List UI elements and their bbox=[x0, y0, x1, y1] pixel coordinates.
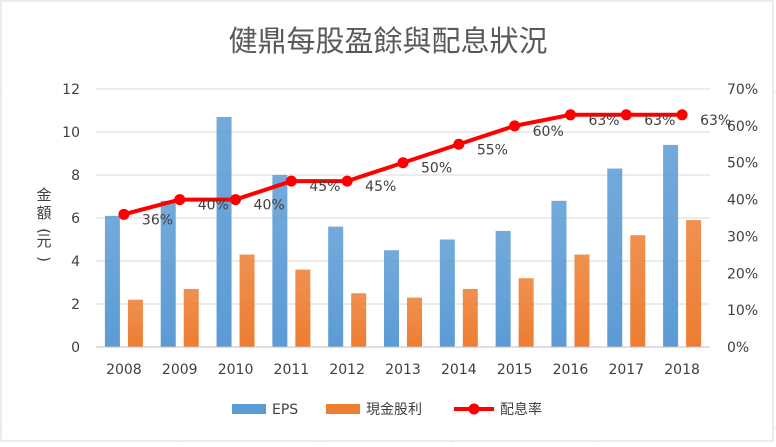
eps-bar bbox=[160, 200, 176, 347]
eps-bar bbox=[272, 175, 288, 347]
legend-label: EPS bbox=[272, 402, 298, 418]
y-right-tick-label: 30% bbox=[727, 229, 758, 245]
payout-ratio-point bbox=[285, 175, 297, 187]
payout-ratio-label: 63% bbox=[700, 113, 731, 129]
y-axis-title-char: 元 bbox=[36, 232, 51, 250]
x-tick-label: 2008 bbox=[106, 362, 142, 378]
dividend-bar bbox=[183, 288, 199, 347]
x-tick-label: 2011 bbox=[274, 362, 310, 378]
payout-ratio-label: 55% bbox=[477, 142, 508, 158]
eps-bar bbox=[495, 230, 511, 347]
legend-swatch-eps bbox=[232, 404, 266, 414]
payout-ratio-point bbox=[620, 109, 632, 121]
payout-ratio-label: 40% bbox=[198, 198, 229, 214]
payout-ratio-label: 50% bbox=[421, 161, 452, 177]
dividend-bar bbox=[127, 299, 143, 347]
payout-ratio-point bbox=[453, 138, 465, 150]
line-series: 36% 40% 40% 45% 45% 50% 55% 60% 63% 63% 63% bbox=[118, 109, 731, 228]
y-axis-title-char: 金 bbox=[36, 186, 51, 204]
legend-swatch-payout-marker bbox=[468, 403, 480, 415]
x-tick-label: 2014 bbox=[441, 362, 477, 378]
payout-ratio-point bbox=[230, 194, 242, 206]
y-axis-title-char: ) bbox=[35, 256, 53, 262]
dividend-bar bbox=[462, 288, 478, 347]
payout-ratio-point bbox=[341, 175, 353, 187]
y-right-tick-label: 0% bbox=[727, 340, 749, 356]
x-tick-label: 2010 bbox=[218, 362, 254, 378]
dividend-bar bbox=[630, 235, 646, 347]
dividend-bar bbox=[574, 254, 590, 347]
eps-bar bbox=[104, 215, 120, 347]
payout-ratio-point bbox=[676, 109, 688, 121]
eps-bar bbox=[328, 226, 344, 347]
eps-bar bbox=[216, 116, 232, 347]
payout-ratio-label: 60% bbox=[533, 124, 564, 140]
payout-ratio-point bbox=[174, 194, 186, 206]
payout-ratio-label: 36% bbox=[142, 212, 173, 228]
y-left-tick-label: 10 bbox=[62, 125, 80, 141]
eps-bar bbox=[439, 239, 455, 347]
legend-swatch-dividend bbox=[326, 404, 360, 414]
dividend-bar bbox=[407, 297, 422, 347]
y-right-tick-label: 20% bbox=[727, 266, 758, 282]
y-right-tick-label: 60% bbox=[727, 119, 758, 135]
eps-bar bbox=[663, 144, 679, 347]
x-tick-label: 2009 bbox=[162, 362, 198, 378]
y-axis-title: 金額 (元) bbox=[35, 186, 53, 262]
x-tick-label: 2016 bbox=[553, 362, 589, 378]
legend: EPS 現金股利 配息率 bbox=[232, 401, 542, 418]
payout-ratio-label: 63% bbox=[588, 113, 619, 129]
payout-ratio-point bbox=[118, 208, 130, 220]
payout-ratio-label: 45% bbox=[309, 179, 340, 195]
legend-label: 現金股利 bbox=[366, 402, 422, 418]
y-left-tick-label: 6 bbox=[71, 211, 80, 227]
y-right-tick-label: 50% bbox=[727, 156, 758, 172]
eps-bar bbox=[551, 200, 567, 347]
y-left-tick-label: 0 bbox=[71, 340, 80, 356]
dividend-bar bbox=[239, 254, 255, 347]
y-right-tick-label: 70% bbox=[727, 82, 758, 98]
y-left-tick-label: 8 bbox=[71, 168, 80, 184]
y-right-tick-label: 40% bbox=[727, 193, 758, 209]
payout-ratio-label: 63% bbox=[644, 113, 675, 129]
y-left-tick-label: 2 bbox=[71, 297, 80, 313]
eps-bar bbox=[384, 250, 399, 347]
legend-label: 配息率 bbox=[500, 401, 542, 418]
y-right-tick-label: 10% bbox=[727, 303, 758, 319]
x-tick-label: 2018 bbox=[664, 362, 700, 378]
y-left-tick-label: 4 bbox=[71, 254, 80, 270]
dividend-bar bbox=[351, 293, 367, 347]
y-left-tick-label: 12 bbox=[62, 82, 80, 98]
dividend-bar bbox=[295, 269, 311, 347]
x-tick-label: 2013 bbox=[385, 362, 421, 378]
x-tick-label: 2012 bbox=[329, 362, 365, 378]
y-axis-title-char: 額 bbox=[36, 204, 51, 222]
payout-ratio-label: 40% bbox=[254, 198, 285, 214]
x-tick-label: 2015 bbox=[497, 362, 533, 378]
y-axis-title-char: ( bbox=[35, 228, 53, 234]
chart-title: 健鼎每股盈餘與配息狀況 bbox=[228, 24, 547, 58]
axes: 0 2 4 6 8 10 12 0% 10% 20% 30% 40% 50% 60% 70% 2008 2009… bbox=[62, 82, 758, 378]
bar-series bbox=[104, 116, 702, 347]
dividend-bar bbox=[686, 220, 702, 347]
payout-ratio-point bbox=[397, 157, 409, 169]
dividend-bar bbox=[518, 278, 534, 347]
eps-bar bbox=[607, 168, 623, 347]
payout-ratio-point bbox=[564, 109, 576, 121]
x-tick-label: 2017 bbox=[608, 362, 644, 378]
payout-ratio-label: 45% bbox=[365, 179, 396, 195]
payout-ratio-point bbox=[509, 120, 521, 132]
